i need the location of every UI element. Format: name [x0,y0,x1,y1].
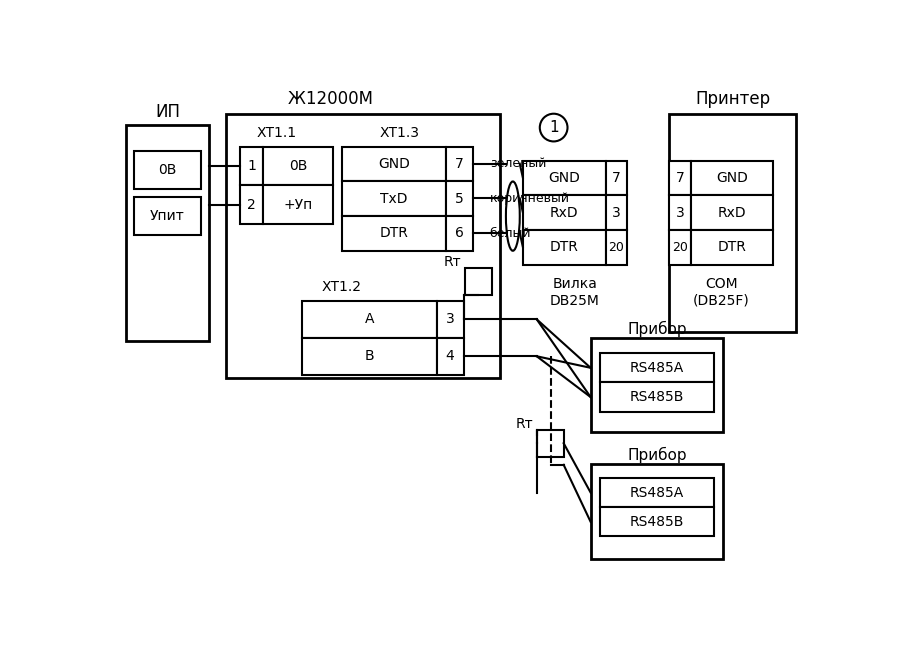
Bar [126,125,209,341]
Text: ИП: ИП [155,103,180,121]
Text: 4: 4 [446,349,454,363]
Text: B: B [364,349,374,363]
Text: RxD: RxD [717,205,746,220]
Bar [342,182,446,216]
Text: RS485A: RS485A [630,486,684,499]
Text: DB25M: DB25M [550,294,599,308]
Bar [690,230,773,265]
Text: COM: COM [705,277,737,291]
Text: RS485B: RS485B [630,390,684,404]
Bar [302,301,436,338]
Text: ХТ1.1: ХТ1.1 [256,126,296,140]
Text: GND: GND [378,157,410,171]
Bar [669,114,796,331]
Bar [264,147,333,185]
Text: 0В: 0В [289,159,307,173]
Text: RS485B: RS485B [630,515,684,529]
Text: коричневый: коричневый [490,192,570,205]
Bar [446,147,472,182]
Bar [669,195,690,230]
Text: 2: 2 [248,198,256,212]
Bar [690,161,773,195]
Text: Прибор: Прибор [627,447,687,463]
Text: ХТ1.2: ХТ1.2 [322,280,362,294]
Text: DTR: DTR [380,227,409,240]
Bar [240,185,264,224]
Text: RxD: RxD [550,205,579,220]
Text: +Уп: +Уп [284,198,312,212]
Text: TxD: TxD [380,192,408,206]
Text: DTR: DTR [550,240,579,255]
Text: 7: 7 [612,171,621,185]
Bar [599,507,714,536]
Text: Rт: Rт [515,417,533,431]
Text: Ж1​2000М: Ж1​2000М [288,90,373,108]
Text: (DB25F): (DB25F) [693,294,750,308]
Bar [227,114,500,378]
Text: 1: 1 [248,159,256,173]
Bar [446,216,472,251]
Bar [690,195,773,230]
Text: зеленый: зеленый [490,157,546,171]
Bar [302,338,436,375]
Bar [606,195,626,230]
Bar [669,161,690,195]
Text: GND: GND [548,171,580,185]
Text: 20: 20 [608,241,625,254]
Bar [240,147,264,185]
Text: Принтер: Принтер [695,90,770,108]
Bar [523,230,606,265]
Text: ХТ1.3: ХТ1.3 [380,126,419,140]
Bar [523,195,606,230]
Bar [134,151,201,189]
Text: DTR: DTR [717,240,746,255]
Bar [436,338,464,375]
Text: GND: GND [716,171,748,185]
Text: 1: 1 [549,120,559,135]
Text: A: A [364,312,374,326]
Text: 3: 3 [446,312,454,326]
Bar [523,161,606,195]
Bar [599,478,714,507]
Bar [536,430,563,457]
Text: 3: 3 [676,205,684,220]
Text: 5: 5 [454,192,464,206]
Text: белый: белый [490,227,531,240]
Bar [669,230,690,265]
Bar [134,197,201,235]
Bar [446,182,472,216]
Bar [599,353,714,382]
Bar [599,382,714,412]
Text: 7: 7 [676,171,684,185]
Bar [342,216,446,251]
Bar [436,301,464,338]
Bar [465,269,492,295]
Text: RS485A: RS485A [630,361,684,375]
Text: Вилка: Вилка [553,277,598,291]
Text: 6: 6 [454,227,464,240]
Bar [606,230,626,265]
Text: Упит: Упит [150,209,184,223]
Bar [342,147,446,182]
Text: Rт: Rт [444,255,461,269]
Text: 7: 7 [454,157,464,171]
Bar [264,185,333,224]
Text: 3: 3 [612,205,621,220]
Text: 0В: 0В [158,163,176,177]
Text: Прибор: Прибор [627,320,687,337]
Text: 20: 20 [672,241,688,254]
Bar [590,464,723,559]
Ellipse shape [506,182,520,251]
Bar [606,161,626,195]
Bar [590,338,723,432]
